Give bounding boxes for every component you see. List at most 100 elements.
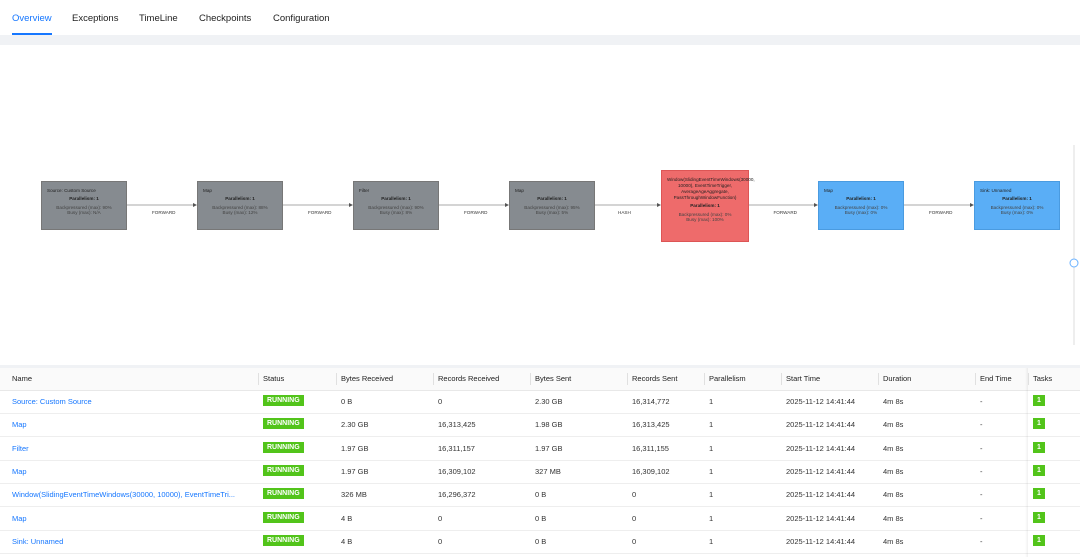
edge-arrow: [814, 203, 818, 207]
node-busy: Busy (max): 0%: [1000, 209, 1034, 215]
node-name: Map: [203, 188, 212, 193]
column-separator: [1028, 373, 1029, 385]
tab[interactable]: Configuration: [273, 13, 330, 24]
cell: 16,309,102: [438, 466, 476, 476]
node-backpressure: Backpressured (max): 0%: [834, 204, 888, 210]
cell: 1: [709, 513, 714, 523]
cell: 16,309,102: [632, 466, 670, 476]
job-vertex-link[interactable]: Map: [12, 466, 27, 476]
cell: 0: [632, 513, 637, 523]
cell: 1: [709, 420, 714, 430]
task-badge[interactable]: 1: [1033, 418, 1045, 430]
column-header[interactable]: Bytes Sent: [535, 374, 572, 383]
node-name: Map: [824, 188, 833, 193]
column-header[interactable]: Tasks: [1033, 374, 1053, 383]
column-header[interactable]: End Time: [980, 374, 1012, 383]
node-backpressure: Backpressured (max): 0%: [990, 204, 1044, 210]
column-header[interactable]: Duration: [883, 374, 912, 383]
row-border: [0, 529, 1080, 531]
task-badge[interactable]: 1: [1033, 464, 1045, 476]
column-separator: [258, 373, 259, 385]
node[interactable]: Map Parallelism: 1 Backpressured (max): 88…: [197, 181, 283, 230]
tab[interactable]: Exceptions: [72, 13, 119, 24]
node-parallelism: Parallelism: 1: [69, 195, 99, 201]
cell: 2025-11-12 14:41:44: [786, 536, 856, 546]
node-name: Source: Custom Source: [47, 188, 96, 193]
job-vertex-link[interactable]: Map: [12, 420, 27, 430]
cell: -: [980, 397, 983, 406]
task-badge[interactable]: 1: [1033, 488, 1045, 500]
node[interactable]: Sink: Unnamed Parallelism: 1 Backpressured…: [974, 181, 1060, 230]
edge-label: HASH: [618, 210, 631, 215]
node-backpressure: Backpressured (max): 90%: [56, 204, 112, 210]
edge-arrow: [657, 203, 661, 207]
cell: 16,313,425: [632, 420, 670, 430]
node[interactable]: Source: Custom Source Parallelism: 1 Backp…: [41, 181, 127, 230]
task-badge[interactable]: 1: [1033, 395, 1045, 406]
edge-label: FORWARD: [152, 210, 176, 215]
row-border: [0, 459, 1080, 461]
column-header[interactable]: Bytes Received: [341, 374, 394, 383]
cell: 16,311,157: [438, 443, 475, 453]
cell: 2025-11-12 14:41:44: [786, 443, 856, 453]
column-separator: [704, 373, 705, 385]
task-badge[interactable]: 1: [1033, 511, 1045, 523]
tab[interactable]: Overview: [12, 13, 52, 24]
cell: 2025-11-12 14:41:44: [786, 397, 856, 406]
cell: 0 B: [535, 513, 547, 523]
task-badge[interactable]: 1: [1033, 534, 1045, 546]
node-name: Map: [515, 188, 524, 193]
node-parallelism: Parallelism: 1: [1002, 195, 1032, 201]
column-header[interactable]: Start Time: [786, 374, 821, 383]
zoom-handle[interactable]: [1069, 258, 1079, 268]
tab[interactable]: Checkpoints: [199, 13, 252, 24]
cell: 0: [632, 536, 637, 546]
cell: 16,314,772: [632, 397, 670, 406]
job-vertex-link[interactable]: Sink: Unnamed: [12, 536, 64, 546]
cell: -: [980, 466, 983, 476]
cell: -: [980, 513, 983, 523]
cell: 326 MB: [341, 490, 367, 500]
tab-underline: [12, 33, 52, 35]
cell: 1.98 GB: [535, 420, 563, 430]
job-vertex-link[interactable]: Map: [12, 513, 27, 523]
node-name: Window(SlidingEventTimeWindows(30000, 10…: [667, 177, 755, 200]
column-header[interactable]: Records Received: [438, 374, 500, 383]
cell: 4 B: [341, 513, 353, 523]
column-header[interactable]: Name: [12, 374, 33, 383]
cell: 2025-11-12 14:41:44: [786, 490, 856, 500]
cell: 2025-11-12 14:41:44: [786, 420, 856, 430]
tab[interactable]: TimeLine: [139, 13, 178, 24]
node[interactable]: Filter Parallelism: 1 Backpressured (max):…: [353, 181, 439, 230]
node[interactable]: Window(SlidingEventTimeWindows(30000, 10…: [661, 170, 755, 242]
edge-arrow: [505, 203, 509, 207]
cell: 0: [632, 490, 637, 500]
cell: -: [980, 536, 983, 546]
cell: 2.30 GB: [341, 420, 369, 430]
tasks-column-shadow: [1025, 368, 1028, 557]
node[interactable]: Map Parallelism: 1 Backpressured (max): 0%…: [818, 181, 904, 230]
row-border: [0, 552, 1080, 554]
task-badge[interactable]: 1: [1033, 441, 1045, 453]
cell: 4m 8s: [883, 513, 904, 523]
node-busy: Busy (max): 0%: [844, 209, 878, 215]
job-vertex-link[interactable]: Source: Custom Source: [12, 397, 92, 406]
job-vertex-link[interactable]: Window(SlidingEventTimeWindows(30000, 10…: [12, 490, 236, 500]
cell: 0 B: [535, 490, 547, 500]
cell: 1: [709, 466, 714, 476]
column-header[interactable]: Records Sent: [632, 374, 678, 383]
row-border: [0, 482, 1080, 484]
node-backpressure: Backpressured (max): 95%: [524, 204, 580, 210]
status-badge: RUNNING: [263, 418, 304, 430]
column-separator: [336, 373, 337, 385]
job-vertex-link[interactable]: Filter: [12, 443, 29, 453]
column-header[interactable]: Status: [263, 374, 285, 383]
column-header[interactable]: Parallelism: [709, 374, 746, 383]
row-border: [0, 436, 1080, 438]
row-border: [0, 506, 1080, 508]
node[interactable]: Map Parallelism: 1 Backpressured (max): 95…: [509, 181, 595, 230]
cell: 2025-11-12 14:41:44: [786, 513, 856, 523]
node-backpressure: Backpressured (max): 0%: [678, 211, 732, 217]
cell: 4 B: [341, 536, 353, 546]
cell: 1: [709, 397, 714, 406]
